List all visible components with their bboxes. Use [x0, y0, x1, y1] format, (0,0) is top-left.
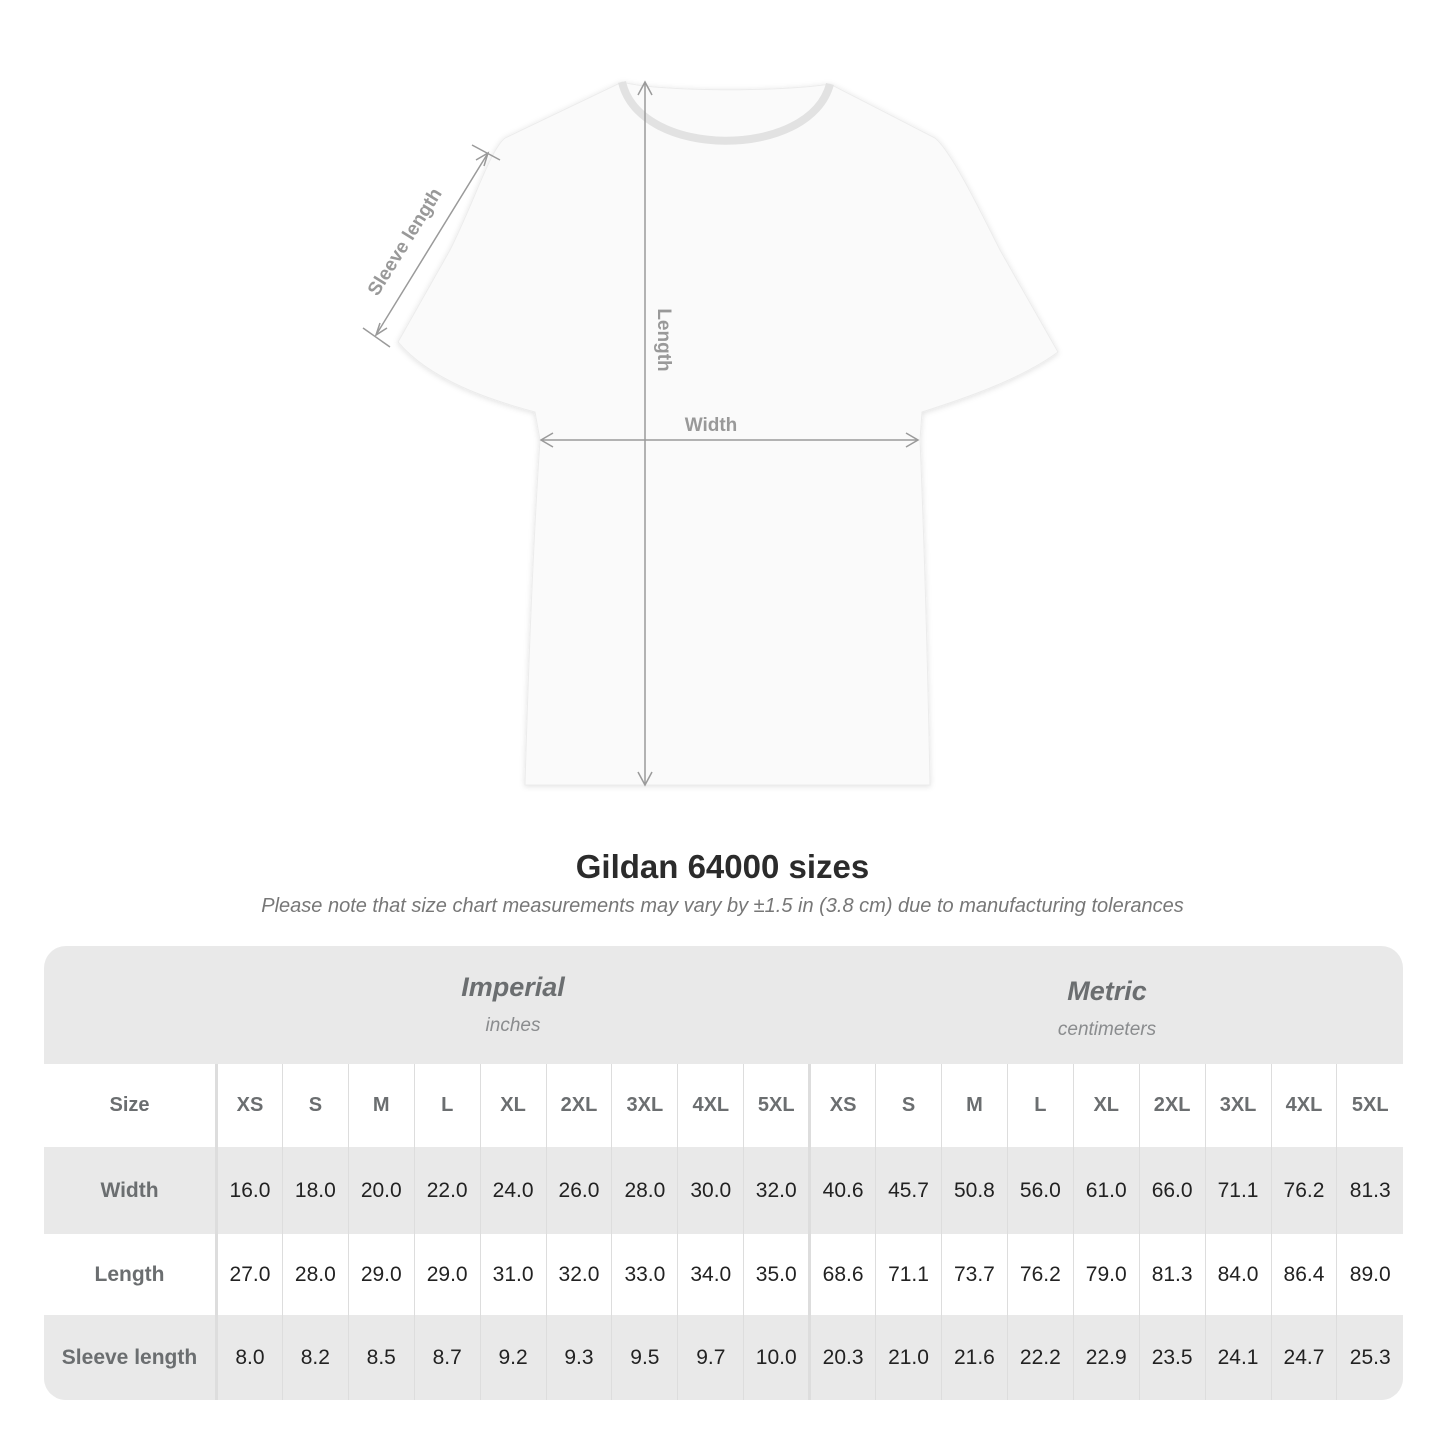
row-label: Length — [44, 1234, 218, 1315]
table-cell: 71.1 — [875, 1234, 942, 1315]
tshirt-diagram: Sleeve length Length Width — [362, 80, 1059, 787]
imperial-unit: inches — [485, 1015, 541, 1036]
table-cell: 25.3 — [1336, 1315, 1403, 1400]
size-header-cell: 4XL — [677, 1064, 744, 1147]
size-header-cell: 3XL — [1204, 1064, 1271, 1147]
table-cell: 33.0 — [611, 1234, 678, 1315]
table-cell: 76.2 — [1270, 1147, 1337, 1234]
metric-header: Metric centimeters — [810, 946, 1403, 1094]
collar — [618, 80, 834, 145]
size-header: Size — [44, 1064, 218, 1147]
table-cell: 31.0 — [479, 1234, 547, 1315]
table-row: Length 27.0 28.0 29.0 29.0 31.0 32.0 33.0 34.0 35… — [44, 1234, 1403, 1315]
table-cell: 20.3 — [808, 1315, 876, 1400]
table-cell: 24.7 — [1270, 1315, 1337, 1400]
table-cell: 89.0 — [1336, 1234, 1403, 1315]
imperial-title: Imperial — [461, 972, 565, 1002]
size-header-cell: S — [875, 1064, 942, 1147]
size-header-cell: 5XL — [1336, 1064, 1403, 1147]
table-cell: 10.0 — [743, 1315, 810, 1400]
table-cell: 71.1 — [1204, 1147, 1271, 1234]
table-row: Width 16.0 18.0 20.0 22.0 24.0 26.0 28.0 30.0 32.… — [44, 1147, 1403, 1234]
table-cell: 23.5 — [1138, 1315, 1206, 1400]
size-table: Size XS S M L XL 2XL 3XL 4XL 5XL XS S M L XL 2XL 3XL 4XL 5… — [44, 1064, 1403, 1400]
table-cell: 20.0 — [347, 1147, 415, 1234]
tolerance-note: Please note that size chart measurements… — [261, 895, 1184, 917]
size-header-cell: XS — [808, 1064, 876, 1147]
table-cell: 76.2 — [1006, 1234, 1074, 1315]
tshirt-shape — [397, 81, 1059, 786]
table-cell: 32.0 — [545, 1234, 612, 1315]
imperial-header: Imperial inches — [216, 946, 810, 1090]
table-cell: 24.1 — [1204, 1315, 1271, 1400]
size-header-cell: XL — [1072, 1064, 1140, 1147]
table-cell: 21.6 — [940, 1315, 1008, 1400]
table-cell: 84.0 — [1204, 1234, 1271, 1315]
size-header-cell: 4XL — [1270, 1064, 1337, 1147]
table-cell: 68.6 — [808, 1234, 876, 1315]
size-header-cell: XS — [216, 1064, 283, 1147]
table-cell: 8.5 — [347, 1315, 415, 1400]
table-cell: 45.7 — [875, 1147, 942, 1234]
table-cell: 8.0 — [216, 1315, 283, 1400]
table-cell: 22.2 — [1006, 1315, 1074, 1400]
metric-title: Metric — [1067, 976, 1147, 1006]
table-cell: 40.6 — [808, 1147, 876, 1234]
table-cell: 86.4 — [1270, 1234, 1337, 1315]
row-label: Sleeve length — [44, 1315, 218, 1400]
table-cell: 9.2 — [479, 1315, 547, 1400]
size-header-cell: XL — [479, 1064, 547, 1147]
table-cell: 35.0 — [743, 1234, 810, 1315]
table-cell: 56.0 — [1006, 1147, 1074, 1234]
size-header-cell: 3XL — [611, 1064, 678, 1147]
sleeve-arrow — [375, 152, 489, 336]
size-header-cell: S — [281, 1064, 349, 1147]
table-cell: 32.0 — [743, 1147, 810, 1234]
size-header-cell: 2XL — [545, 1064, 612, 1147]
table-cell: 21.0 — [875, 1315, 942, 1400]
table-cell: 81.3 — [1138, 1234, 1206, 1315]
table-cell: 61.0 — [1072, 1147, 1140, 1234]
size-header-cell: 2XL — [1138, 1064, 1206, 1147]
table-cell: 26.0 — [545, 1147, 612, 1234]
size-header-cell: M — [347, 1064, 415, 1147]
size-header-cell: 5XL — [743, 1064, 810, 1147]
table-cell: 8.2 — [281, 1315, 349, 1400]
table-cell: 24.0 — [479, 1147, 547, 1234]
chart-title: Gildan 64000 sizes — [575, 848, 870, 885]
size-table-card: Imperial inches Metric centimeters Size X… — [44, 946, 1403, 1400]
table-cell: 18.0 — [281, 1147, 349, 1234]
table-cell: 66.0 — [1138, 1147, 1206, 1234]
table-row: Sleeve length 8.0 8.2 8.5 8.7 9.2 9.3 9.5 9.7 10.… — [44, 1315, 1403, 1400]
table-cell: 16.0 — [216, 1147, 283, 1234]
table-cell: 9.5 — [611, 1315, 678, 1400]
table-cell: 79.0 — [1072, 1234, 1140, 1315]
table-cell: 22.9 — [1072, 1315, 1140, 1400]
size-header-cell: M — [940, 1064, 1008, 1147]
table-cell: 27.0 — [216, 1234, 283, 1315]
size-header-cell: L — [1006, 1064, 1074, 1147]
table-cell: 22.0 — [413, 1147, 481, 1234]
table-cell: 73.7 — [940, 1234, 1008, 1315]
table-cell: 34.0 — [677, 1234, 744, 1315]
table-cell: 28.0 — [611, 1147, 678, 1234]
table-cell: 30.0 — [677, 1147, 744, 1234]
row-label: Width — [44, 1147, 218, 1234]
metric-unit: centimeters — [1057, 1019, 1157, 1040]
table-cell: 9.3 — [545, 1315, 612, 1400]
table-cell: 28.0 — [281, 1234, 349, 1315]
size-header-cell: L — [413, 1064, 481, 1147]
table-cell: 9.7 — [677, 1315, 744, 1400]
width-label: Width — [685, 415, 738, 436]
table-cell: 29.0 — [413, 1234, 481, 1315]
table-cell: 29.0 — [347, 1234, 415, 1315]
length-label: Length — [653, 308, 674, 371]
table-header-row: Size XS S M L XL 2XL 3XL 4XL 5XL XS S M L XL 2XL 3XL 4XL 5… — [44, 1064, 1403, 1147]
table-cell: 81.3 — [1336, 1147, 1403, 1234]
table-cell: 8.7 — [413, 1315, 481, 1400]
table-cell: 50.8 — [940, 1147, 1008, 1234]
